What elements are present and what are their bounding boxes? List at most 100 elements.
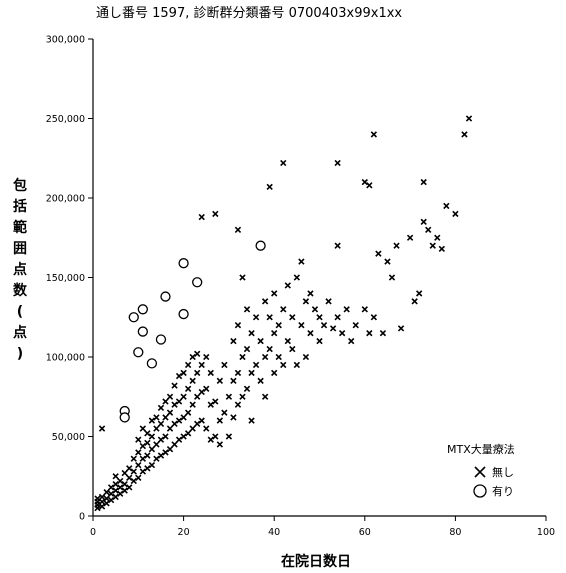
data-point-none bbox=[397, 325, 405, 332]
data-point-yes bbox=[178, 258, 189, 269]
chart-title: 通し番号 1597, 診断群分類番号 0700403x99x1xx bbox=[96, 5, 402, 21]
data-point-none bbox=[175, 372, 183, 380]
data-point-yes bbox=[119, 412, 130, 423]
data-point-none bbox=[130, 455, 137, 462]
legend-title: MTX大量療法 bbox=[447, 442, 515, 456]
data-point-none bbox=[180, 369, 187, 377]
data-point-none bbox=[166, 409, 174, 416]
data-point-none bbox=[393, 242, 400, 249]
data-point-none bbox=[207, 436, 214, 443]
data-point-none bbox=[175, 436, 183, 443]
data-point-none bbox=[126, 474, 133, 482]
data-point-none bbox=[271, 290, 278, 297]
y-tick-label: 150,000 bbox=[46, 273, 85, 284]
data-point-none bbox=[284, 282, 291, 289]
data-points bbox=[94, 115, 473, 512]
data-point-none bbox=[329, 325, 337, 332]
data-point-none bbox=[302, 353, 310, 361]
data-point-none bbox=[107, 496, 115, 504]
data-point-none bbox=[452, 210, 459, 218]
data-point-none bbox=[275, 353, 282, 361]
data-point-none bbox=[117, 484, 124, 491]
data-point-none bbox=[280, 361, 287, 369]
data-point-none bbox=[239, 393, 246, 400]
data-point-none bbox=[429, 242, 436, 249]
data-point-yes bbox=[255, 240, 266, 251]
data-point-none bbox=[425, 226, 432, 233]
data-point-none bbox=[175, 417, 183, 424]
data-point-none bbox=[420, 178, 427, 186]
data-point-none bbox=[162, 398, 169, 405]
data-point-none bbox=[257, 377, 264, 385]
data-point-none bbox=[361, 306, 368, 313]
data-point-none bbox=[216, 377, 224, 385]
data-point-none bbox=[189, 401, 196, 408]
data-point-none bbox=[203, 385, 210, 392]
data-point-none bbox=[153, 441, 160, 448]
data-point-none bbox=[198, 361, 205, 369]
data-point-none bbox=[243, 385, 251, 392]
data-point-none bbox=[148, 461, 156, 469]
legend-item-none: 無し bbox=[474, 465, 514, 479]
data-point-none bbox=[248, 417, 255, 424]
data-point-none bbox=[338, 329, 346, 337]
data-point-none bbox=[252, 361, 260, 369]
data-point-none bbox=[144, 439, 151, 447]
data-point-none bbox=[252, 314, 260, 321]
data-point-none bbox=[107, 490, 115, 497]
data-point-none bbox=[225, 433, 233, 440]
data-point-none bbox=[112, 487, 119, 494]
data-point-none bbox=[261, 393, 269, 400]
data-point-none bbox=[216, 441, 224, 448]
data-point-none bbox=[239, 353, 246, 361]
data-point-none bbox=[221, 409, 228, 416]
data-point-none bbox=[334, 314, 341, 321]
data-point-none bbox=[144, 430, 151, 437]
data-point-none bbox=[216, 417, 224, 424]
data-point-none bbox=[121, 481, 128, 488]
data-point-none bbox=[316, 314, 323, 321]
data-point-none bbox=[370, 131, 378, 138]
data-point-none bbox=[98, 425, 106, 432]
data-point-none bbox=[261, 353, 269, 361]
data-point-none bbox=[212, 210, 219, 218]
data-point-none bbox=[298, 258, 305, 265]
data-point-none bbox=[271, 329, 278, 337]
data-point-none bbox=[461, 131, 468, 138]
data-point-none bbox=[293, 361, 301, 369]
legend-item-yes: 有り bbox=[473, 484, 514, 498]
data-point-none bbox=[438, 245, 445, 253]
data-point-none bbox=[130, 468, 137, 475]
data-point-none bbox=[420, 218, 427, 226]
data-point-none bbox=[153, 425, 160, 432]
legend-label-none: 無し bbox=[492, 465, 514, 479]
data-point-none bbox=[293, 274, 301, 281]
data-point-none bbox=[248, 329, 255, 337]
data-point-none bbox=[98, 493, 106, 501]
data-point-none bbox=[171, 382, 178, 389]
data-point-none bbox=[166, 393, 174, 400]
data-point-none bbox=[112, 473, 119, 480]
data-point-yes bbox=[155, 334, 167, 345]
y-tick-label: 250,000 bbox=[46, 114, 85, 125]
x-axis-label: 在院日数日 bbox=[281, 553, 351, 570]
data-point-none bbox=[135, 449, 142, 456]
data-point-none bbox=[194, 420, 201, 427]
data-point-none bbox=[221, 361, 228, 369]
y-tick-label: 200,000 bbox=[46, 194, 85, 205]
data-point-none bbox=[171, 420, 178, 427]
data-point-none bbox=[112, 481, 119, 488]
data-point-none bbox=[366, 329, 373, 337]
x-tick-label: 100 bbox=[537, 527, 555, 538]
data-point-none bbox=[289, 314, 296, 321]
data-point-none bbox=[135, 436, 142, 443]
data-point-none bbox=[148, 417, 156, 424]
y-axis-label: 包括範囲点数(点) bbox=[13, 177, 28, 362]
data-point-none bbox=[194, 369, 201, 377]
legend-marker-o bbox=[473, 484, 487, 498]
legend: MTX大量療法 無し 有り bbox=[447, 442, 515, 498]
data-point-yes bbox=[137, 304, 148, 315]
y-tick-label: 0 bbox=[79, 512, 85, 523]
data-point-none bbox=[189, 425, 196, 432]
y-tick-label: 50,000 bbox=[52, 432, 85, 443]
